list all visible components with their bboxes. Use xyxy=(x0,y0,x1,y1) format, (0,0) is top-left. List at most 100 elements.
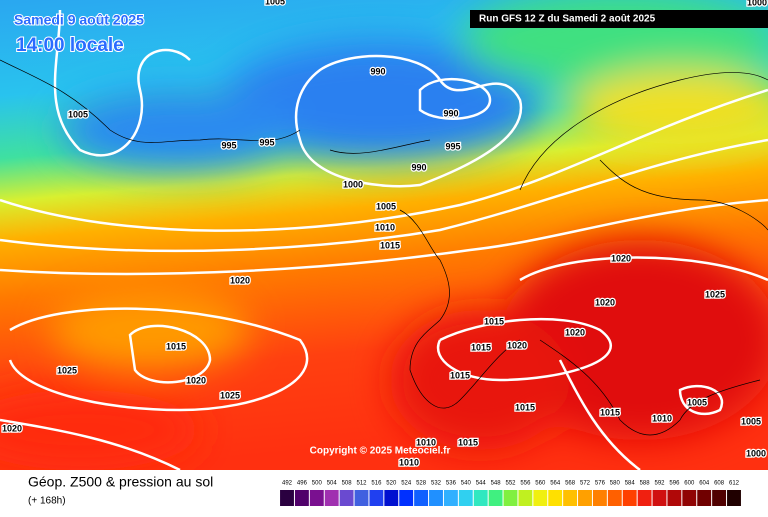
colorbar-tick-label: 500 xyxy=(312,481,323,487)
colorbar-tick-label: 572 xyxy=(580,481,591,487)
isobar-label: 1025 xyxy=(705,289,725,299)
colorbar-swatch xyxy=(443,490,458,506)
colorbar-tick-label: 492 xyxy=(282,481,293,487)
isobar-label: 1025 xyxy=(220,390,240,400)
colorbar-swatch xyxy=(712,490,727,506)
colorbar-swatch xyxy=(399,490,414,506)
colorbar-swatch xyxy=(518,490,533,506)
colorbar-tick-label: 524 xyxy=(401,481,412,487)
isobar-label: 1020 xyxy=(611,253,631,263)
colorbar-swatch xyxy=(727,490,741,506)
isobar-label: 1020 xyxy=(595,297,615,307)
isobar-label: 995 xyxy=(259,137,274,147)
colorbar-tick-label: 512 xyxy=(356,481,367,487)
colorbar-tick-label: 544 xyxy=(476,481,487,487)
colorbar-swatch xyxy=(563,490,578,506)
colorbar-tick-label: 504 xyxy=(327,481,338,487)
colorbar-tick-label: 608 xyxy=(714,481,725,487)
colorbar-tick-label: 564 xyxy=(550,481,561,487)
colorbar-swatch xyxy=(667,490,682,506)
colorbar-swatch xyxy=(578,490,592,506)
colorbar-tick-label: 560 xyxy=(535,481,546,487)
isobar-label: 1000 xyxy=(343,179,363,189)
colorbar-swatch xyxy=(622,490,637,506)
isobar-label: 990 xyxy=(370,66,385,76)
isobar-label: 1015 xyxy=(458,437,478,447)
colorbar-tick-label: 596 xyxy=(669,481,680,487)
colorbar-tick-label: 588 xyxy=(640,481,651,487)
colorbar-swatch xyxy=(652,490,667,506)
isobar-label: 1010 xyxy=(375,222,395,232)
colorbar-swatch xyxy=(697,490,712,506)
run-banner xyxy=(470,10,768,28)
colorbar-tick-label: 568 xyxy=(565,481,576,487)
isobar-label: 1015 xyxy=(600,407,620,417)
colorbar-tick-label: 520 xyxy=(386,481,397,487)
isobars xyxy=(0,9,768,472)
isobar-label: 1015 xyxy=(380,240,400,250)
isobar-label: 1020 xyxy=(507,340,527,350)
colorbar-tick-label: 496 xyxy=(297,481,308,487)
colorbar-tick-label: 576 xyxy=(595,481,606,487)
isobar-label: 1005 xyxy=(265,0,285,6)
isobar-label: 1005 xyxy=(687,397,707,407)
colorbar-swatch xyxy=(473,490,488,506)
forecast-time: 14:00 locale xyxy=(16,35,124,56)
colorbar: 492 496 500 504 508 512 516 520 524 528 532 536 540 5… xyxy=(280,481,741,506)
isobar-label: 1005 xyxy=(741,416,761,426)
isobar-label: 1015 xyxy=(484,316,504,326)
colorbar-tick-label: 600 xyxy=(684,481,695,487)
colorbar-tick-label: 604 xyxy=(699,481,710,487)
isobar-label: 990 xyxy=(443,108,458,118)
colorbar-tick-label: 612 xyxy=(729,481,740,487)
isobar-label: 1020 xyxy=(565,327,585,337)
colorbar-swatch xyxy=(280,490,294,506)
colorbar-tick-label: 548 xyxy=(491,481,502,487)
isobar-label: 1000 xyxy=(746,448,766,458)
colorbar-swatch xyxy=(324,490,339,506)
isobar-label: 1005 xyxy=(68,109,88,119)
isobar-label: 1015 xyxy=(515,402,535,412)
footer-title: Géop. Z500 & pression au sol xyxy=(28,474,213,490)
isobar-label: 1020 xyxy=(186,375,206,385)
colorbar-swatch xyxy=(339,490,354,506)
isobar-label: 990 xyxy=(411,162,426,172)
isobar-label: 1015 xyxy=(471,342,491,352)
isobar-label: 995 xyxy=(445,141,460,151)
isobar-label: 1025 xyxy=(57,365,77,375)
colorbar-tick-label: 552 xyxy=(505,481,516,487)
colorbar-tick-label: 592 xyxy=(654,481,665,487)
colorbar-swatch xyxy=(533,490,548,506)
colorbar-swatch xyxy=(548,490,563,506)
colorbar-tick-label: 540 xyxy=(461,481,472,487)
colorbar-swatch xyxy=(682,490,697,506)
coastlines xyxy=(0,59,768,436)
isobar-label: 1005 xyxy=(376,201,396,211)
isobar-label: 1000 xyxy=(747,0,767,7)
colorbar-swatch xyxy=(384,490,399,506)
colorbar-swatch xyxy=(354,490,369,506)
isobar-label: 1010 xyxy=(416,437,436,447)
isobar-label: 1020 xyxy=(230,275,250,285)
footer-subtitle: (+ 168h) xyxy=(28,496,66,507)
colorbar-tick-label: 584 xyxy=(625,481,636,487)
colorbar-tick-label: 580 xyxy=(610,481,621,487)
colorbar-swatch xyxy=(592,490,607,506)
colorbar-tick-label: 556 xyxy=(520,481,531,487)
forecast-date: Samedi 9 août 2025 xyxy=(14,12,144,28)
colorbar-tick-label: 528 xyxy=(416,481,427,487)
colorbar-tick-label: 508 xyxy=(342,481,353,487)
colorbar-tick-label: 536 xyxy=(446,481,457,487)
colorbar-tick-label: 516 xyxy=(371,481,382,487)
colorbar-swatch xyxy=(503,490,518,506)
colorbar-tick-label: 532 xyxy=(431,481,442,487)
colorbar-swatch xyxy=(458,490,473,506)
colorbar-swatch xyxy=(294,490,309,506)
colorbar-swatch xyxy=(607,490,622,506)
colorbar-swatch xyxy=(309,490,324,506)
colorbar-swatch xyxy=(414,490,429,506)
isobar-label: 995 xyxy=(221,140,236,150)
copyright: Copyright © 2025 Meteociel.fr xyxy=(310,446,451,457)
colorbar-swatch xyxy=(488,490,503,506)
